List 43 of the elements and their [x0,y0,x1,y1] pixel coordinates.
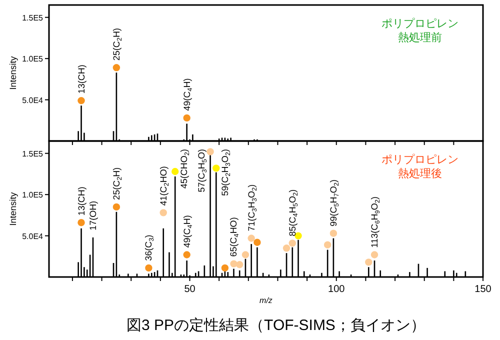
annotation: 13(CH) [76,186,86,216]
point [145,264,152,272]
point [112,64,120,72]
point [242,251,250,258]
point [282,244,290,252]
caption: 図3 PPの定性結果（TOF-SIMS；負イオン） [126,317,426,334]
point [112,203,120,211]
y-tick-label: 1.5E5 [22,13,44,22]
x-tick-label: 50 [184,284,196,295]
y-tick-label: 5.0E4 [22,96,44,105]
y-axis-title: Intensity [8,56,18,90]
point [212,164,220,172]
annotation: 17(OH) [88,200,98,230]
text: 熱処理後 [398,167,442,180]
point [365,258,372,266]
y-tick-label: 5.0E4 [22,232,44,241]
point [78,219,85,226]
point [288,240,296,247]
x-axis-title: m/z [260,296,272,305]
point [370,251,378,258]
x-tick-label: 150 [474,284,492,295]
point [206,148,214,156]
y-tick-label: 1.0E5 [22,54,44,64]
point [78,97,85,104]
point [324,241,332,248]
y-tick-label: 1.5E5 [22,149,44,158]
point [330,230,338,237]
point [183,251,190,258]
x-tick-label: 100 [328,284,346,295]
text: ポリプロピレン [382,17,458,30]
y-axis-title: Intensity [8,192,18,226]
text: ポリプロピレン [382,153,458,166]
point [248,234,255,242]
point [254,238,261,246]
point [171,168,179,176]
point [236,261,244,268]
point [183,114,190,122]
point [230,260,238,268]
point [221,264,229,272]
point [160,209,167,216]
y-tick-label: 1.0E5 [22,190,44,200]
text: 熱処理前 [398,31,442,44]
annotation: 13(CH) [76,64,86,94]
